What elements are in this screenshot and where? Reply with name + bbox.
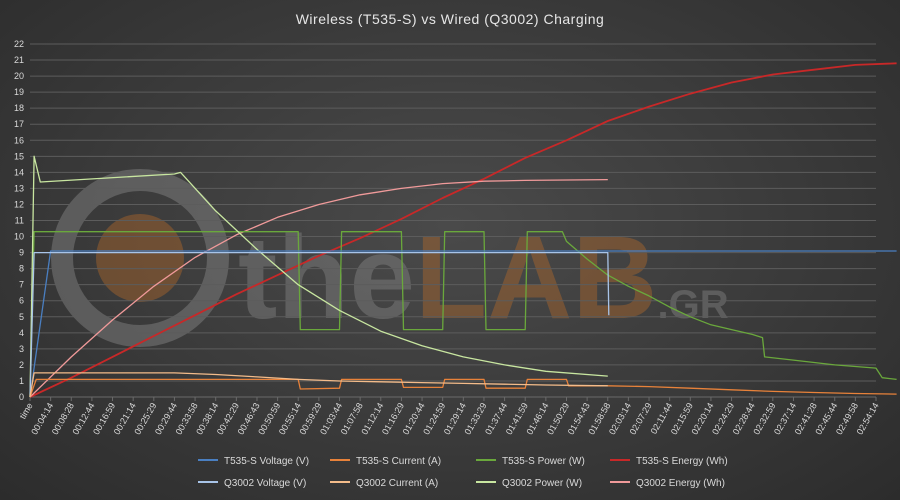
y-tick-label: 21 <box>14 55 24 65</box>
y-tick-label: 17 <box>14 119 24 129</box>
y-tick-label: 19 <box>14 87 24 97</box>
y-tick-label: 9 <box>19 248 24 258</box>
legend-entry: T535-S Current (A) <box>356 456 441 467</box>
y-tick-label: 12 <box>14 199 24 209</box>
y-tick-label: 18 <box>14 103 24 113</box>
watermark-ring <box>51 169 229 347</box>
legend-entry: T535-S Energy (Wh) <box>636 456 728 467</box>
y-tick-label: 5 <box>19 312 24 322</box>
y-tick-label: 1 <box>19 376 24 386</box>
y-tick-label: 22 <box>14 39 24 49</box>
y-tick-label: 16 <box>14 135 24 145</box>
series-line-3 <box>29 62 897 398</box>
y-tick-label: 7 <box>19 280 24 290</box>
legend-entry: T535-S Power (W) <box>502 456 585 467</box>
y-tick-label: 3 <box>19 344 24 354</box>
y-tick-label: 6 <box>19 296 24 306</box>
watermark-text: theLAB.GR <box>238 212 729 344</box>
series-line-6 <box>29 155 608 398</box>
series-line-1 <box>29 378 897 398</box>
legend-entry: T535-S Voltage (V) <box>224 456 309 467</box>
series-line-2 <box>29 231 897 398</box>
y-tick-label: 0 <box>19 392 24 402</box>
watermark-logo: theLAB.GR <box>51 169 729 347</box>
y-tick-label: 15 <box>14 151 24 161</box>
x-axis-ticks: time00:04:1400:08:2800:12:4400:16:5900:2… <box>18 397 881 436</box>
chart-title: Wireless (T535-S) vs Wired (Q3002) Charg… <box>296 11 605 27</box>
legend-entry: Q3002 Voltage (V) <box>224 478 306 489</box>
legend-entry: Q3002 Power (W) <box>502 478 582 489</box>
legend: T535-S Voltage (V) T535-S Current (A) T535… <box>198 456 728 489</box>
series-line-0 <box>29 250 897 398</box>
y-tick-label: 11 <box>15 216 24 226</box>
wm-lab: LAB <box>415 212 658 344</box>
y-tick-label: 14 <box>14 167 24 177</box>
y-tick-label: 8 <box>19 264 24 274</box>
legend-entry: Q3002 Current (A) <box>356 478 438 489</box>
series-line-5 <box>29 372 608 398</box>
y-tick-label: 20 <box>14 71 24 81</box>
series-line-7 <box>29 178 608 398</box>
x-tick-label: time <box>18 401 35 421</box>
y-tick-label: 2 <box>19 360 24 370</box>
grid <box>30 43 876 398</box>
series-layer <box>29 62 897 398</box>
y-tick-label: 10 <box>14 232 24 242</box>
wm-the: the <box>238 212 415 344</box>
y-tick-label: 13 <box>14 183 24 193</box>
series-line-4 <box>29 251 610 398</box>
y-tick-label: 4 <box>19 328 24 338</box>
legend-entry: Q3002 Energy (Wh) <box>636 478 725 489</box>
wm-gr: .GR <box>658 283 729 327</box>
watermark-core <box>96 214 184 302</box>
